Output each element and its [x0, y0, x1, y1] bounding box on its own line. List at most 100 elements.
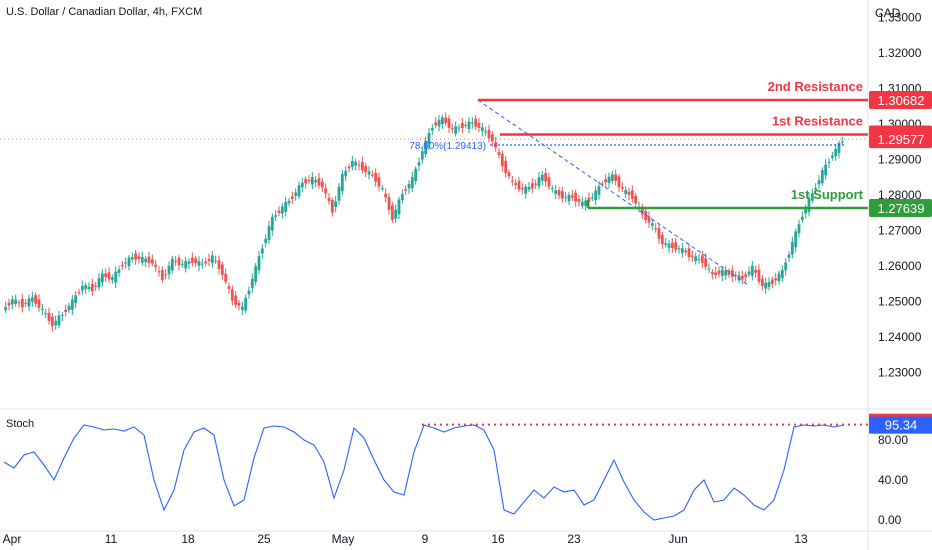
- candle-body: [487, 129, 491, 139]
- candle-body: [764, 282, 768, 289]
- price-tag-last-bg: [869, 130, 932, 149]
- candle-body: [210, 255, 214, 264]
- candle-body: [350, 160, 354, 168]
- candle-body: [524, 186, 528, 194]
- candle-body: [130, 257, 134, 260]
- candle-body: [694, 256, 698, 262]
- candle-body: [620, 187, 624, 189]
- time-tick-label: Jun: [668, 532, 687, 546]
- candle-body: [27, 298, 31, 307]
- candle-body: [670, 242, 674, 248]
- candle-body: [290, 196, 294, 199]
- candle-body: [714, 272, 718, 276]
- candle-body: [267, 226, 271, 240]
- candle-body: [824, 164, 828, 176]
- candle-body: [174, 260, 178, 262]
- candle-body: [744, 274, 748, 278]
- candle-body: [667, 243, 671, 248]
- candle-body: [740, 275, 744, 280]
- candle-body: [530, 183, 534, 189]
- candle-body: [80, 285, 84, 291]
- candle-body: [430, 127, 434, 131]
- candle-body: [704, 258, 708, 267]
- candle-body: [477, 123, 481, 128]
- candle-body: [140, 256, 144, 263]
- candle-body: [647, 216, 651, 223]
- candle-body: [364, 166, 368, 173]
- candle-body: [617, 176, 621, 188]
- stoch-title: Stoch: [6, 418, 35, 430]
- candle-body: [574, 192, 578, 202]
- candle-body: [20, 299, 24, 308]
- candle-body: [727, 270, 731, 275]
- candle-body: [500, 153, 504, 167]
- candle-body: [534, 183, 538, 185]
- candle-body: [507, 172, 511, 177]
- candle-body: [817, 180, 821, 185]
- candle-body: [337, 186, 341, 201]
- candle-body: [360, 161, 364, 171]
- candle-body: [304, 178, 308, 184]
- candle-body: [747, 271, 751, 275]
- candle-body: [547, 177, 551, 187]
- candle-body: [324, 188, 328, 194]
- candle-body: [17, 302, 21, 304]
- stoch-last-value: 95.34: [885, 418, 918, 433]
- candle-body: [284, 201, 288, 212]
- candle-body: [100, 273, 104, 283]
- candle-body: [474, 118, 478, 127]
- candle-body: [630, 190, 634, 199]
- candle-body: [340, 173, 344, 192]
- candle-body: [804, 208, 808, 214]
- candle-body: [554, 190, 558, 194]
- candle-body: [377, 177, 381, 187]
- candle-body: [684, 250, 688, 253]
- candle-body: [37, 299, 41, 308]
- candle-body: [544, 173, 548, 182]
- candle-body: [720, 269, 724, 276]
- candle-body: [390, 205, 394, 220]
- candle-body: [444, 117, 448, 124]
- candle-body: [60, 314, 64, 316]
- candle-body: [120, 265, 124, 267]
- candle-body: [590, 197, 594, 199]
- candle-body: [634, 195, 638, 204]
- candle-body: [454, 126, 458, 134]
- candle-body: [690, 255, 694, 257]
- candle-body: [367, 171, 371, 175]
- candle-body: [10, 299, 14, 305]
- candle-body: [44, 313, 48, 315]
- candle-body: [580, 201, 584, 206]
- candle-body: [194, 258, 198, 264]
- candle-body: [410, 177, 414, 189]
- candle-body: [594, 190, 598, 201]
- candle-body: [440, 117, 444, 125]
- candle-body: [54, 320, 58, 326]
- candle-body: [797, 224, 801, 234]
- candle-body: [717, 270, 721, 275]
- candle-body: [644, 211, 648, 220]
- candle-body: [710, 271, 714, 275]
- candle-body: [567, 194, 571, 202]
- candle-body: [514, 183, 518, 185]
- candle-body: [754, 269, 758, 273]
- candle-body: [767, 281, 771, 287]
- candle-body: [730, 270, 734, 277]
- candle-body: [484, 131, 488, 133]
- candle-body: [370, 174, 374, 176]
- candle-body: [837, 143, 841, 154]
- candle-body: [627, 191, 631, 195]
- candle-body: [724, 270, 728, 276]
- candle-body: [750, 265, 754, 276]
- time-tick-label: 11: [105, 532, 118, 546]
- candle-body: [624, 190, 628, 195]
- candle-body: [64, 309, 68, 312]
- price-tick-label: 1.26000: [878, 259, 922, 273]
- stoch-tick-label: 80.00: [878, 433, 908, 447]
- candle-body: [214, 260, 218, 262]
- candle-body: [294, 192, 298, 196]
- candle-body: [600, 183, 604, 185]
- candle-body: [24, 302, 28, 304]
- candle-body: [674, 242, 678, 250]
